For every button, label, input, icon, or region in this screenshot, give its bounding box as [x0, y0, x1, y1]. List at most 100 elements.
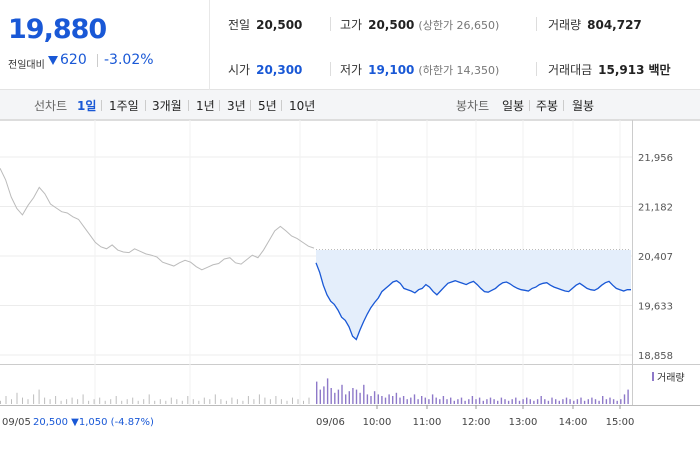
volume-bar	[511, 399, 513, 404]
volume-bar	[377, 394, 379, 404]
volume-bar	[269, 399, 271, 404]
y-tick-label: 20,407	[638, 252, 673, 263]
divider	[563, 100, 564, 111]
period-3m-tab[interactable]: 3개월	[152, 99, 182, 113]
divider	[145, 100, 146, 111]
volume-bar	[493, 399, 495, 404]
period-1d-tab[interactable]: 1일	[77, 99, 97, 113]
y-tick-label: 21,956	[638, 153, 673, 164]
volume-bar	[406, 399, 408, 404]
volume-bar	[49, 399, 51, 404]
x-axis: 09/05 20,500 ▼1,050 (-4.87%) 09/06 10:00 11:…	[2, 405, 634, 428]
price-chart[interactable]: 21,956 21,182 20,407 19,633 18,858 거래량 09/05…	[0, 120, 700, 450]
volume-bar	[580, 397, 582, 404]
volume-bar	[526, 397, 528, 404]
volume-bar	[121, 400, 123, 404]
candle-monthly-tab[interactable]: 월봉	[572, 99, 595, 113]
price-chart-svg: 21,956 21,182 20,407 19,633 18,858 거래량 09/05…	[0, 120, 700, 428]
candle-chart-label: 봉차트	[456, 99, 490, 113]
volume-bar	[355, 389, 358, 404]
volume-bar	[482, 400, 484, 404]
volume-bar	[11, 399, 12, 404]
price-box: 19,880 전일대비 620 -3.02%	[0, 0, 210, 90]
volume-bar	[609, 397, 611, 404]
volume-bar	[533, 400, 535, 404]
period-1w-tab[interactable]: 1주일	[109, 99, 139, 113]
volume-bar	[181, 400, 183, 404]
volume-bar	[569, 399, 571, 404]
volume-bar	[165, 400, 167, 404]
volume-bar	[366, 394, 369, 404]
volume-bar	[439, 399, 441, 404]
volume-bar	[497, 400, 499, 404]
volume-bar	[547, 400, 550, 404]
prev-day-series	[0, 168, 315, 271]
stat-unit: 백만	[648, 63, 671, 77]
volume-bar	[348, 391, 350, 404]
stat-amount: 거래대금 15,913 백만	[548, 61, 671, 78]
volume-bar	[258, 394, 260, 404]
volume-bar	[475, 399, 477, 404]
volume-bar	[384, 397, 387, 404]
x-tick-label: 14:00	[559, 417, 588, 428]
volume-bar	[591, 397, 593, 404]
period-1y-tab[interactable]: 1년	[196, 99, 215, 113]
volume-bar	[214, 394, 216, 404]
volume-bar	[22, 397, 23, 404]
period-10y-tab[interactable]: 10년	[289, 99, 316, 113]
volume-bar	[236, 399, 238, 404]
volume-bar	[373, 391, 376, 404]
volume-bar	[16, 392, 18, 404]
stat-prev-close: 전일 20,500	[228, 16, 302, 33]
period-5y-tab[interactable]: 5년	[258, 99, 277, 113]
volume-bar	[544, 399, 546, 404]
volume-bar	[5, 396, 7, 404]
candle-daily-tab[interactable]: 일봉	[502, 99, 525, 113]
prev-day-line	[0, 168, 315, 271]
volume-bar	[159, 399, 161, 404]
candle-weekly-tab[interactable]: 주봉	[536, 99, 559, 113]
today-date-label: 09/06	[316, 417, 345, 428]
volume-bar	[242, 400, 244, 404]
volume-bar	[334, 392, 336, 404]
x-tick-label: 10:00	[363, 417, 392, 428]
volume-bar	[33, 394, 35, 404]
volume-bar	[605, 399, 608, 404]
volume-bar	[326, 378, 329, 404]
volume-bar	[555, 399, 557, 404]
volume-bar	[82, 394, 84, 404]
stat-value: 20,500	[368, 18, 415, 32]
volume-bar	[410, 397, 412, 404]
volume-bar	[115, 396, 117, 404]
volume-bar	[104, 400, 106, 404]
divider	[330, 17, 331, 31]
period-3y-tab[interactable]: 3년	[227, 99, 246, 113]
volume-bar	[176, 399, 178, 404]
divider	[188, 100, 189, 111]
volume-bar	[77, 399, 79, 404]
volume-bar	[154, 400, 156, 404]
volume-bar	[132, 397, 134, 404]
volume-bar	[464, 400, 466, 404]
volume-bar	[515, 397, 517, 404]
stat-value: 804,727	[587, 18, 642, 32]
volume-bar	[148, 394, 150, 404]
volume-bar	[27, 399, 29, 404]
volume-bar	[71, 397, 73, 404]
volume-bar	[616, 400, 618, 404]
volume-bar	[231, 397, 233, 404]
down-arrow-icon	[48, 56, 58, 65]
x-tick-label: 11:00	[413, 417, 442, 428]
divider	[536, 62, 537, 76]
volume-bar	[253, 399, 255, 404]
volume-bar	[323, 386, 325, 404]
volume-bar	[247, 396, 249, 404]
volume-bar	[598, 400, 600, 404]
volume-bar	[66, 399, 68, 404]
stat-volume: 거래량 804,727	[548, 16, 642, 33]
volume-bar	[594, 399, 597, 404]
volume-bar	[399, 397, 401, 404]
volume-bar	[392, 396, 394, 404]
volume-bar	[297, 399, 299, 404]
stat-label: 고가	[340, 18, 363, 32]
